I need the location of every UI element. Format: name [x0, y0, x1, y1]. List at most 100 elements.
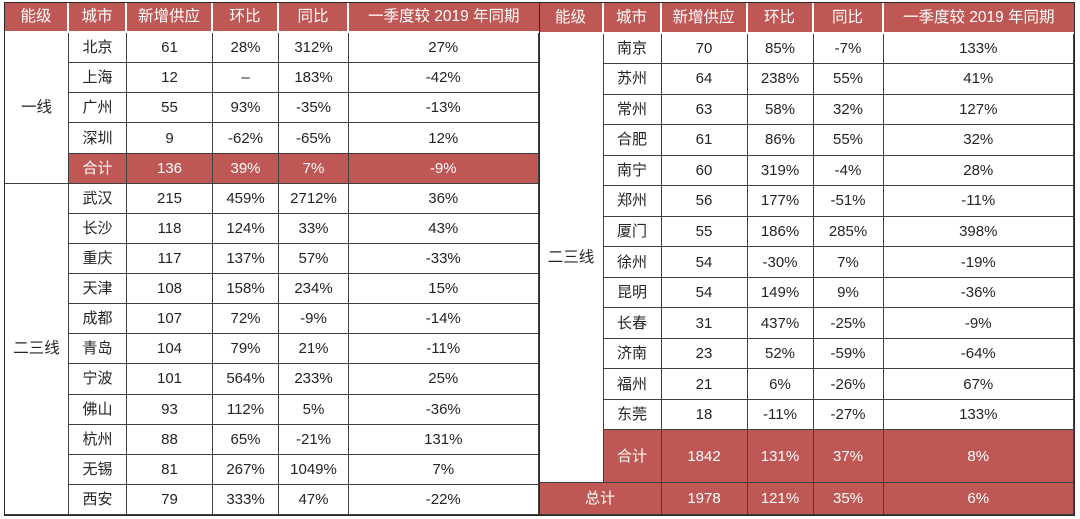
vs2019-cell: -13% — [349, 93, 539, 124]
vs2019-cell: -14% — [349, 304, 539, 335]
tier-cell-tier1: 一线 — [5, 33, 69, 184]
supply-cell: 64 — [661, 64, 748, 95]
city-cell: 成都 — [69, 304, 127, 335]
mom-cell: 124% — [213, 213, 279, 244]
yoy-cell: 233% — [279, 364, 349, 395]
supply-cell: 108 — [127, 274, 213, 305]
yoy-cell: 9% — [813, 277, 884, 309]
yoy-cell: 2712% — [279, 183, 349, 214]
supply-cell: 55 — [127, 93, 213, 124]
supply-cell: 88 — [127, 424, 213, 455]
yoy-cell: -4% — [813, 155, 884, 187]
yoy-cell: -7% — [813, 33, 884, 65]
supply-cell: 18 — [661, 399, 748, 431]
city-cell: 福州 — [603, 369, 662, 400]
supply-cell: 215 — [127, 183, 213, 214]
mom-cell: 238% — [747, 64, 814, 95]
mom-cell: 112% — [213, 394, 279, 425]
vs2019-cell: -64% — [883, 338, 1074, 370]
supply-cell: 60 — [661, 155, 748, 187]
mom-cell: -30% — [747, 247, 814, 278]
city-cell: 北京 — [69, 33, 127, 64]
grand-total-supply: 1978 — [661, 482, 748, 515]
mom-cell: 65% — [213, 424, 279, 455]
city-cell: 武汉 — [69, 183, 127, 214]
yoy-cell: -21% — [279, 424, 349, 455]
city-cell: 合肥 — [603, 125, 662, 156]
supply-cell: 56 — [661, 186, 748, 217]
city-cell: 南宁 — [603, 155, 662, 187]
grand-total-vs2019: 6% — [883, 482, 1074, 515]
header-mom: 环比 — [747, 3, 814, 34]
vs2019-cell: 27% — [349, 33, 539, 64]
mom-cell: 333% — [213, 484, 279, 515]
yoy-cell: -27% — [813, 399, 884, 431]
supply-cell: 81 — [127, 454, 213, 485]
vs2019-cell: -36% — [349, 394, 539, 425]
supply-cell: 54 — [661, 277, 748, 309]
mom-cell: 267% — [213, 454, 279, 485]
yoy-cell: -35% — [279, 93, 349, 124]
tier1-total-supply: 136 — [127, 153, 213, 184]
vs2019-cell: 398% — [883, 216, 1074, 248]
city-cell: 深圳 — [69, 123, 127, 154]
city-cell: 南京 — [603, 33, 662, 65]
left-table-panel: 能级 城市 新增供应 环比 同比 一季度较 2019 年同期 一线 北京 61 … — [4, 2, 540, 516]
header-yoy: 同比 — [279, 3, 349, 34]
tier-cell-tier23-right: 二三线 — [539, 33, 604, 483]
vs2019-cell: 127% — [883, 94, 1074, 126]
mom-cell: 28% — [213, 33, 279, 64]
yoy-cell: 285% — [813, 216, 884, 248]
yoy-cell: 21% — [279, 334, 349, 365]
mom-cell: 437% — [747, 308, 814, 339]
supply-cell: 55 — [661, 216, 748, 248]
mom-cell: 186% — [747, 216, 814, 248]
yoy-cell: 47% — [279, 484, 349, 515]
mom-cell: -11% — [747, 399, 814, 431]
supply-cell: 79 — [127, 484, 213, 515]
yoy-cell: 32% — [813, 94, 884, 126]
header-vs2019: 一季度较 2019 年同期 — [349, 3, 539, 34]
yoy-cell: 55% — [813, 125, 884, 156]
grand-total-mom: 121% — [747, 482, 814, 515]
mom-cell: – — [213, 63, 279, 94]
tier23-total-label: 合计 — [603, 430, 662, 483]
city-cell: 青岛 — [69, 334, 127, 365]
vs2019-cell: 67% — [883, 369, 1074, 400]
supply-cell: 93 — [127, 394, 213, 425]
vs2019-cell: 133% — [883, 33, 1074, 65]
mom-cell: 6% — [747, 369, 814, 400]
yoy-cell: 7% — [813, 247, 884, 278]
mom-cell: 137% — [213, 243, 279, 275]
city-cell: 徐州 — [603, 247, 662, 278]
yoy-cell: 312% — [279, 33, 349, 64]
vs2019-cell: 131% — [349, 424, 539, 455]
supply-cell: 101 — [127, 364, 213, 395]
header-tier: 能级 — [539, 3, 604, 34]
supply-cell: 21 — [661, 369, 748, 400]
supply-cell: 31 — [661, 308, 748, 339]
vs2019-cell: 133% — [883, 399, 1074, 431]
header-mom: 环比 — [213, 3, 279, 34]
supply-cell: 104 — [127, 334, 213, 365]
city-cell: 苏州 — [603, 64, 662, 95]
city-cell: 重庆 — [69, 243, 127, 275]
header-city: 城市 — [603, 3, 662, 34]
yoy-cell: 33% — [279, 213, 349, 244]
tier1-total-vs2019: -9% — [349, 153, 539, 184]
supply-table: 能级 城市 新增供应 环比 同比 一季度较 2019 年同期 一线 北京 61 … — [4, 2, 1075, 516]
tier23-total-mom: 131% — [747, 430, 814, 483]
header-tier: 能级 — [5, 3, 69, 34]
supply-cell: 107 — [127, 304, 213, 335]
yoy-cell: 55% — [813, 64, 884, 95]
vs2019-cell: 32% — [883, 125, 1074, 156]
yoy-cell: 57% — [279, 243, 349, 275]
header-vs2019: 一季度较 2019 年同期 — [883, 3, 1074, 34]
city-cell: 郑州 — [603, 186, 662, 217]
city-cell: 西安 — [69, 484, 127, 515]
mom-cell: 158% — [213, 274, 279, 305]
city-cell: 无锡 — [69, 454, 127, 485]
supply-cell: 23 — [661, 338, 748, 370]
mom-cell: 93% — [213, 93, 279, 124]
supply-cell: 117 — [127, 243, 213, 275]
